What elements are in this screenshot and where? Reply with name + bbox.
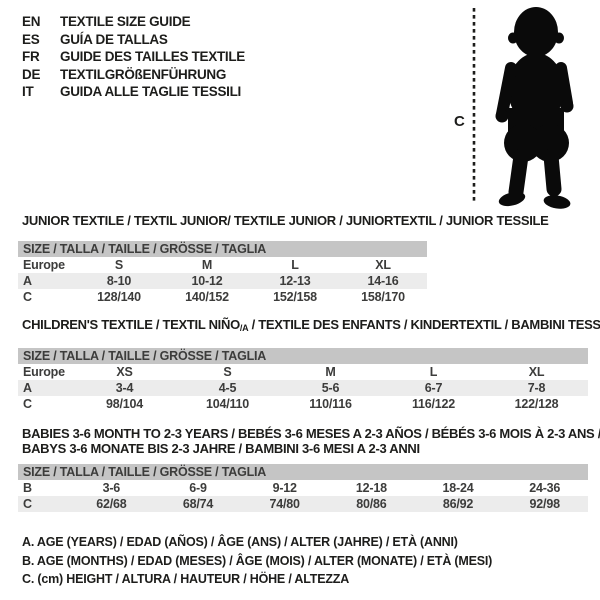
row-label: B	[23, 481, 32, 495]
title-part: / TEXTILE DES ENFANTS / KINDERTEXTIL / B…	[248, 317, 600, 332]
column-header: Europe	[23, 365, 65, 379]
language-code: IT	[22, 84, 34, 100]
table-title-babies: BABIES 3-6 MONTH TO 2-3 YEARS / BEBÉS 3-…	[18, 426, 600, 456]
column-header: Europe	[23, 258, 65, 272]
guide-title: GUÍA DE TALLAS	[60, 31, 168, 47]
title-subscript: /A	[239, 323, 249, 333]
table-title-children: CHILDREN'S TEXTILE / TEXTIL NIÑO/A / TEX…	[18, 317, 600, 335]
language-row: DE TEXTILGRÖßENFÜHRUNG	[22, 66, 245, 84]
table-cell: 104/110	[205, 397, 250, 411]
table-cell: 86/92	[442, 497, 474, 511]
table-title-junior: JUNIOR TEXTILE / TEXTIL JUNIOR/ TEXTILE …	[22, 213, 549, 228]
table-cell: 12-18	[355, 481, 387, 495]
column-header: M	[201, 258, 213, 272]
row-label: C	[23, 397, 32, 411]
size-table-junior: JUNIOR TEXTILE / TEXTIL JUNIOR/ TEXTILE …	[18, 213, 549, 305]
title-line: BABIES 3-6 MONTH TO 2-3 YEARS / BEBÉS 3-…	[22, 426, 600, 441]
table-cell: 4-5	[218, 381, 237, 395]
language-header: EN TEXTILE SIZE GUIDE ES GUÍA DE TALLAS …	[22, 13, 245, 101]
table-cell: 5-6	[321, 381, 340, 395]
guide-title: TEXTILE SIZE GUIDE	[60, 14, 191, 29]
table-cell: 122/128	[514, 397, 559, 411]
table-cell: 3-6	[102, 481, 121, 495]
guide-title: TEXTILGRÖßENFÜHRUNG	[60, 66, 227, 82]
column-header: XS	[116, 365, 133, 379]
language-row: IT GUIDA ALLE TAGLIE TESSILI	[22, 83, 245, 101]
guide-title: GUIDA ALLE TAGLIE TESSILI	[60, 84, 241, 100]
table-cell: 18-24	[442, 481, 474, 495]
table-cell: 140/152	[185, 290, 229, 304]
table-cell: 9-12	[272, 481, 297, 495]
table-row-age-months: B 3-6 6-9 9-12 12-18 18-24 24-36	[18, 480, 588, 496]
language-row: ES GUÍA DE TALLAS	[22, 31, 245, 49]
table-cell: 158/170	[361, 290, 405, 304]
height-label-c: C	[454, 113, 465, 130]
column-header-row: Europe XS S M L XL	[18, 364, 588, 380]
table-cell: 10-12	[191, 274, 223, 288]
column-header: M	[325, 365, 336, 379]
table-cell: 116/122	[411, 397, 456, 411]
table-cell: 14-16	[367, 274, 399, 288]
table-cell: 3-4	[115, 381, 134, 395]
footnote-legend: A. AGE (YEARS) / EDAD (AÑOS) / ÂGE (ANS)…	[22, 533, 492, 589]
row-label: A	[23, 274, 32, 288]
table-row-height: C 128/140 140/152 152/158 158/170	[18, 289, 427, 305]
table-cell: 12-13	[279, 274, 311, 288]
table-cell: 74/80	[269, 497, 300, 511]
language-row: FR GUIDE DES TAILLES TEXTILE	[22, 48, 245, 66]
table-cell: 6-7	[424, 381, 443, 395]
title-line: BABYS 3-6 MONATE BIS 2-3 JAHRE / BAMBINI…	[22, 441, 420, 456]
toddler-silhouette	[495, 7, 574, 209]
table-cell: 80/86	[356, 497, 387, 511]
table-cell: 7-8	[527, 381, 546, 395]
row-label: C	[23, 290, 32, 304]
column-header-row: Europe S M L XL	[18, 257, 427, 273]
footnote-height: C. (cm) HEIGHT / ALTURA / HAUTEUR / HÖHE…	[22, 572, 350, 586]
column-header: S	[223, 365, 232, 379]
guide-title: GUIDE DES TAILLES TEXTILE	[60, 49, 246, 65]
row-label: A	[23, 381, 32, 395]
language-row: EN TEXTILE SIZE GUIDE	[22, 13, 245, 31]
table-cell: 128/140	[97, 290, 141, 304]
table-cell: 110/116	[309, 397, 352, 411]
footnote-age-months: B. AGE (MONTHS) / EDAD (MESES) / ÂGE (MO…	[22, 553, 493, 568]
size-header-bar: SIZE / TALLA / TAILLE / GRÖSSE / TAGLIA	[18, 348, 588, 364]
row-label: C	[23, 497, 32, 511]
table-row-height: C 62/68 68/74 74/80 80/86 86/92 92/98	[18, 496, 588, 512]
size-header-bar: SIZE / TALLA / TAILLE / GRÖSSE / TAGLIA	[18, 464, 588, 480]
table-cell: 24-36	[529, 481, 561, 495]
toddler-silhouette-icon: C	[454, 7, 574, 209]
table-cell: 68/74	[182, 497, 214, 511]
size-header-bar: SIZE / TALLA / TAILLE / GRÖSSE / TAGLIA	[18, 241, 427, 257]
table-cell: 62/68	[96, 497, 127, 511]
language-code: FR	[22, 49, 40, 65]
table-row-age: A 3-4 4-5 5-6 6-7 7-8	[18, 380, 588, 396]
language-code: ES	[22, 31, 40, 47]
height-measure-figure: C	[450, 2, 590, 216]
table-cell: 98/104	[105, 397, 144, 411]
language-code: DE	[22, 66, 41, 82]
column-header: XL	[375, 258, 391, 272]
table-row-height: C 98/104 104/110 110/116 116/122 122/128	[18, 396, 588, 412]
footnote-age-years: A. AGE (YEARS) / EDAD (AÑOS) / ÂGE (ANS)…	[22, 535, 458, 549]
column-header: XL	[528, 365, 545, 379]
table-cell: 8-10	[106, 274, 132, 288]
column-header: L	[429, 365, 438, 379]
column-header: S	[114, 258, 124, 272]
table-cell: 92/98	[529, 497, 560, 511]
column-header: L	[291, 258, 299, 272]
table-row-age: A 8-10 10-12 12-13 14-16	[18, 273, 427, 289]
title-part: CHILDREN'S TEXTILE / TEXTIL NIÑO	[22, 317, 240, 332]
table-cell: 152/158	[273, 290, 317, 304]
language-code: EN	[22, 14, 41, 29]
size-table-babies: BABIES 3-6 MONTH TO 2-3 YEARS / BEBÉS 3-…	[18, 426, 600, 512]
size-table-children: CHILDREN'S TEXTILE / TEXTIL NIÑO/A / TEX…	[18, 317, 600, 412]
table-cell: 6-9	[189, 481, 207, 495]
